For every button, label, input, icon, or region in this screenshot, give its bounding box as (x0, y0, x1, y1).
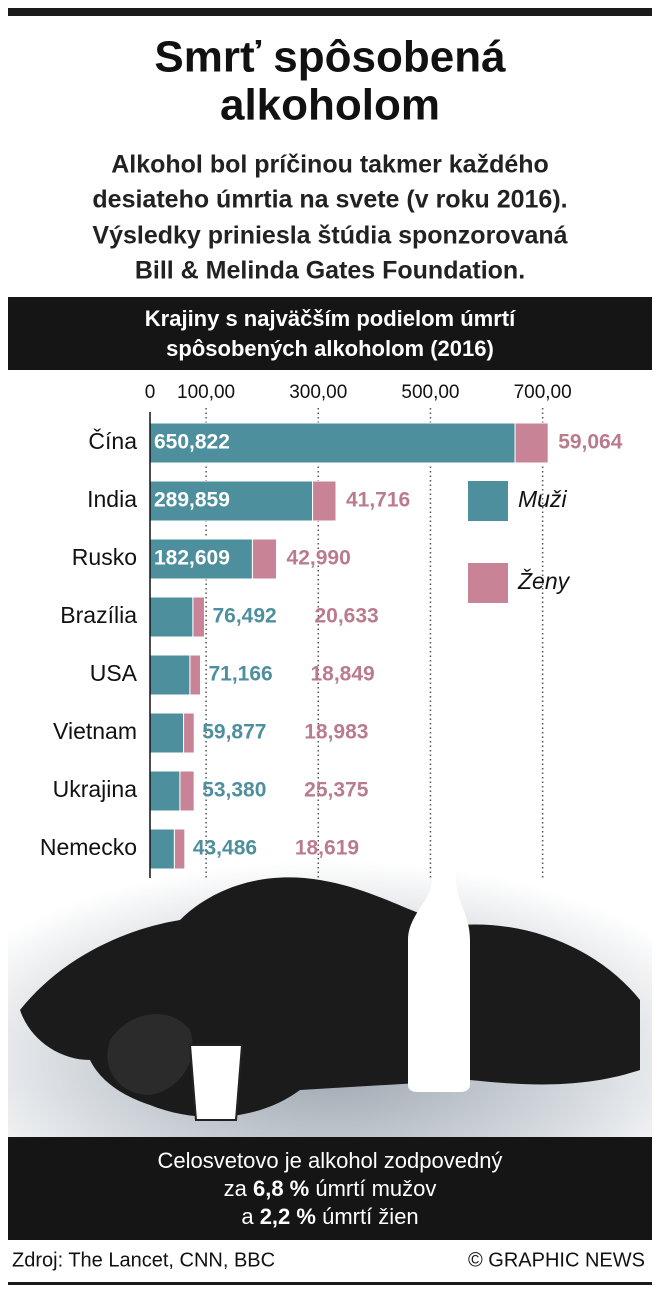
chart-title: spôsobených alkoholom (2016) (166, 336, 494, 361)
hand (107, 1013, 193, 1095)
legend-label: Muži (518, 486, 567, 512)
value-label: 59,064 (558, 431, 623, 454)
bar-segment (192, 596, 205, 638)
credit: © GRAPHIC NEWS (468, 1249, 645, 1271)
note: úmrtí žien (322, 1204, 419, 1229)
bar-segment (149, 654, 191, 696)
value-label: 43,486 (193, 837, 257, 860)
y-tick-label: Ukrajina (53, 776, 138, 802)
bottle (408, 832, 470, 1092)
value-label: 18,619 (295, 837, 359, 860)
x-tick-label: 700,00 (514, 382, 572, 403)
bar-segment (179, 770, 195, 812)
bar-segment (514, 422, 549, 464)
note: za 6,8 % úmrtí mužov (224, 1176, 437, 1201)
y-tick-label: Vietnam (53, 718, 137, 744)
source: Zdroj: The Lancet, CNN, BBC (12, 1249, 275, 1271)
value-label: 53,380 (202, 779, 266, 802)
title: Smrť spôsobená (154, 33, 506, 82)
bar-segment (149, 828, 175, 870)
value-label: 59,877 (202, 721, 266, 744)
note: za (224, 1176, 248, 1201)
x-tick-label: 300,00 (289, 382, 347, 403)
value-label: 18,849 (310, 663, 374, 686)
illustration (8, 830, 652, 1137)
value-label: 20,633 (314, 605, 378, 628)
note: úmrtí mužov (315, 1176, 436, 1201)
note-figure: 2,2 % (260, 1204, 316, 1229)
note-figure: 6,8 % (253, 1176, 309, 1201)
legend-swatch (468, 563, 508, 603)
chart-title: Krajiny s najväčším podielom úmrtí (145, 306, 516, 331)
subtitle: Výsledky priniesla štúdia sponzorovaná (92, 222, 567, 250)
subtitle: Bill & Melinda Gates Foundation. (135, 257, 525, 285)
chart: 0 100,00 300,00 500,00 700,00 Čína 650,822 59,0… (40, 382, 623, 880)
bar-segment (251, 538, 278, 580)
bar-segment (183, 712, 195, 754)
bar-segment (149, 712, 185, 754)
note: a (241, 1204, 254, 1229)
value-label: 42,990 (287, 547, 351, 570)
subtitle: desiateho úmrtia na svete (v roku 2016). (92, 186, 567, 214)
value-label: 25,375 (304, 779, 369, 802)
value-label: 650,822 (154, 431, 230, 454)
subtitle: Alkohol bol príčinou takmer každého (111, 151, 549, 179)
note: Celosvetovo je alkohol zodpovedný (158, 1148, 503, 1173)
y-tick-label: Rusko (72, 544, 137, 570)
y-tick-label: Nemecko (40, 834, 137, 860)
y-tick-label: India (87, 486, 137, 512)
x-tick-label: 500,00 (401, 382, 459, 403)
note-box (8, 1137, 652, 1240)
bar-segment (189, 654, 201, 696)
note: a 2,2 % úmrtí žien (241, 1204, 418, 1229)
y-tick-label: Brazília (60, 602, 137, 628)
legend-label: Ženy (517, 568, 571, 594)
bar-segment (149, 770, 181, 812)
value-label: 76,492 (212, 605, 276, 628)
value-label: 71,166 (208, 663, 272, 686)
x-tick-label: 0 (145, 382, 156, 403)
bar-segment (149, 596, 194, 638)
bar-segment (312, 480, 337, 522)
y-tick-label: Čína (88, 427, 137, 454)
bottom-rule (8, 1282, 652, 1285)
value-label: 18,983 (304, 721, 368, 744)
y-tick-label: USA (90, 660, 138, 686)
value-label: 289,859 (154, 489, 230, 512)
bar-segment (173, 828, 186, 870)
value-label: 182,609 (154, 547, 230, 570)
chart-header (8, 297, 652, 370)
value-label: 41,716 (346, 489, 410, 512)
x-tick-label: 100,00 (177, 382, 235, 403)
legend-swatch (468, 481, 508, 521)
title: alkoholom (220, 81, 440, 130)
top-rule (8, 8, 652, 16)
glass (188, 1044, 244, 1121)
